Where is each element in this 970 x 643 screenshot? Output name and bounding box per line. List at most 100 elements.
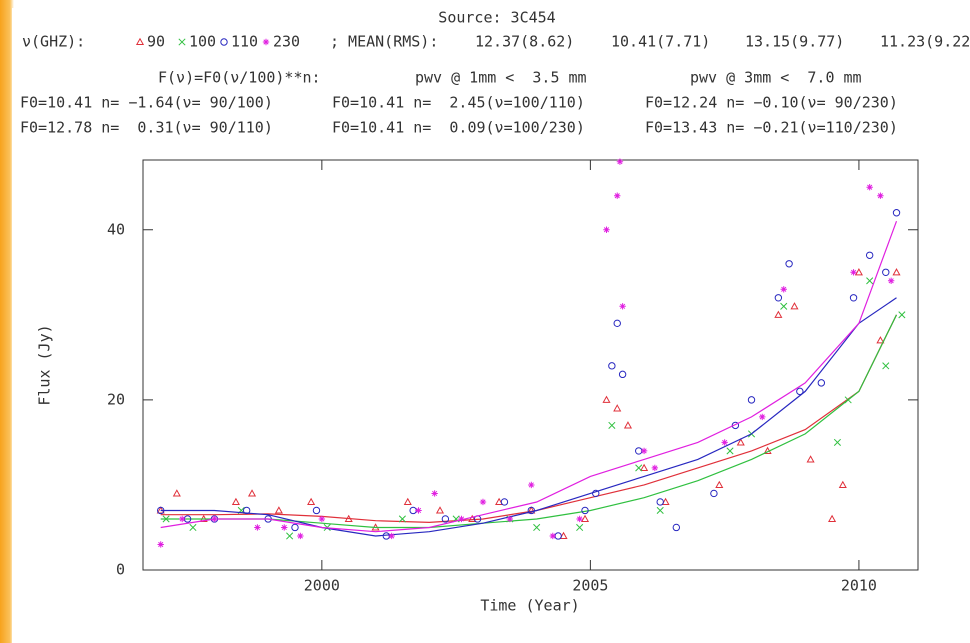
data-point <box>162 515 170 523</box>
data-point <box>726 447 734 455</box>
fit-result: F0=10.41 n= −1.64(ν= 90/100) <box>20 94 273 112</box>
y-axis-label: Flux (Jy) <box>36 324 54 405</box>
data-point <box>286 532 294 540</box>
legend-marker <box>135 37 145 46</box>
data-point <box>731 421 740 430</box>
data-point <box>876 336 885 344</box>
data-point <box>613 319 621 328</box>
data-point <box>844 396 852 404</box>
data-point <box>635 464 643 472</box>
data-point <box>527 506 536 514</box>
data-point <box>785 260 793 268</box>
data-point <box>533 523 541 532</box>
panel <box>12 8 970 643</box>
data-point <box>790 302 799 310</box>
data-point <box>398 515 406 523</box>
fit-result: F0=12.24 n= −0.10(ν= 90/230) <box>645 94 898 112</box>
data-point <box>435 506 445 514</box>
fit-line <box>160 314 898 529</box>
legend-marker <box>262 38 270 46</box>
data-point <box>312 506 321 515</box>
data-point <box>172 489 181 497</box>
x-tick-label: 2000 <box>304 577 340 595</box>
data-point <box>495 497 504 506</box>
data-point <box>157 506 165 515</box>
data-point <box>506 515 514 523</box>
data-point <box>211 515 218 523</box>
data-point <box>441 515 450 523</box>
fit-line <box>160 297 897 537</box>
data-point <box>892 268 901 276</box>
chart-title: Source: 3C454 <box>438 9 555 27</box>
legend-label: ν(GHZ): <box>22 33 85 51</box>
data-point <box>157 541 164 548</box>
data-point <box>774 294 783 302</box>
data-point <box>616 158 624 165</box>
condition: pwv @ 3mm < 7.0 mm <box>690 69 862 87</box>
data-point <box>274 506 283 514</box>
mean: 10.41(7.71) <box>611 33 710 51</box>
data-point <box>179 515 186 523</box>
y-tick-label: 0 <box>116 561 125 579</box>
legend-label: 230 <box>273 33 300 51</box>
data-point <box>721 439 728 446</box>
data-point <box>651 464 659 472</box>
data-point <box>747 396 756 404</box>
data-point <box>759 413 766 421</box>
plot-frame <box>142 159 919 571</box>
data-point <box>656 498 664 506</box>
data-point <box>580 514 590 523</box>
data-point <box>189 523 197 532</box>
data-point <box>833 438 841 446</box>
x-tick-label: 2005 <box>572 577 608 595</box>
data-point <box>388 532 395 540</box>
data-point <box>623 421 633 429</box>
data-point <box>254 524 261 531</box>
data-point <box>618 370 627 379</box>
data-point <box>247 489 257 497</box>
data-point <box>559 531 568 540</box>
data-point <box>431 490 438 497</box>
data-point <box>297 532 304 540</box>
data-point <box>882 268 890 276</box>
data-point <box>242 506 251 515</box>
data-point <box>231 497 240 506</box>
data-point <box>780 286 787 293</box>
data-point <box>828 514 837 523</box>
data-point <box>882 362 890 370</box>
legend-label: 100 <box>189 33 216 51</box>
data-point <box>877 192 884 199</box>
data-point <box>576 523 584 532</box>
mean: 13.15(9.77) <box>745 33 844 51</box>
data-point <box>866 277 874 285</box>
data-point <box>614 192 621 199</box>
x-tick-label: 2010 <box>841 577 877 595</box>
data-point <box>592 489 600 498</box>
data-point <box>500 498 509 506</box>
data-point <box>892 209 901 217</box>
data-point <box>619 303 626 310</box>
fit-result: F0=10.41 n= 0.09(ν=100/230) <box>332 119 585 137</box>
data-point <box>281 524 288 531</box>
model: F(ν)=F0(ν/100)**n: <box>158 69 321 87</box>
data-point <box>849 294 858 302</box>
legend-marker <box>178 38 186 46</box>
data-point <box>817 379 826 387</box>
x-axis-label: Time (Year) <box>480 597 579 615</box>
data-point <box>603 226 610 233</box>
data-point <box>715 480 724 488</box>
data-point <box>291 523 299 532</box>
data-point <box>898 311 906 319</box>
y-tick-label: 20 <box>107 390 125 408</box>
data-point <box>796 387 804 396</box>
legend-label: 110 <box>231 33 258 51</box>
data-point <box>581 506 589 515</box>
data-point <box>774 310 783 318</box>
data-point <box>866 184 873 191</box>
mean-label: ; MEAN(RMS): <box>330 33 438 51</box>
data-point <box>710 489 718 498</box>
data-point <box>887 277 895 284</box>
mean: 11.23(9.22) <box>880 33 970 51</box>
